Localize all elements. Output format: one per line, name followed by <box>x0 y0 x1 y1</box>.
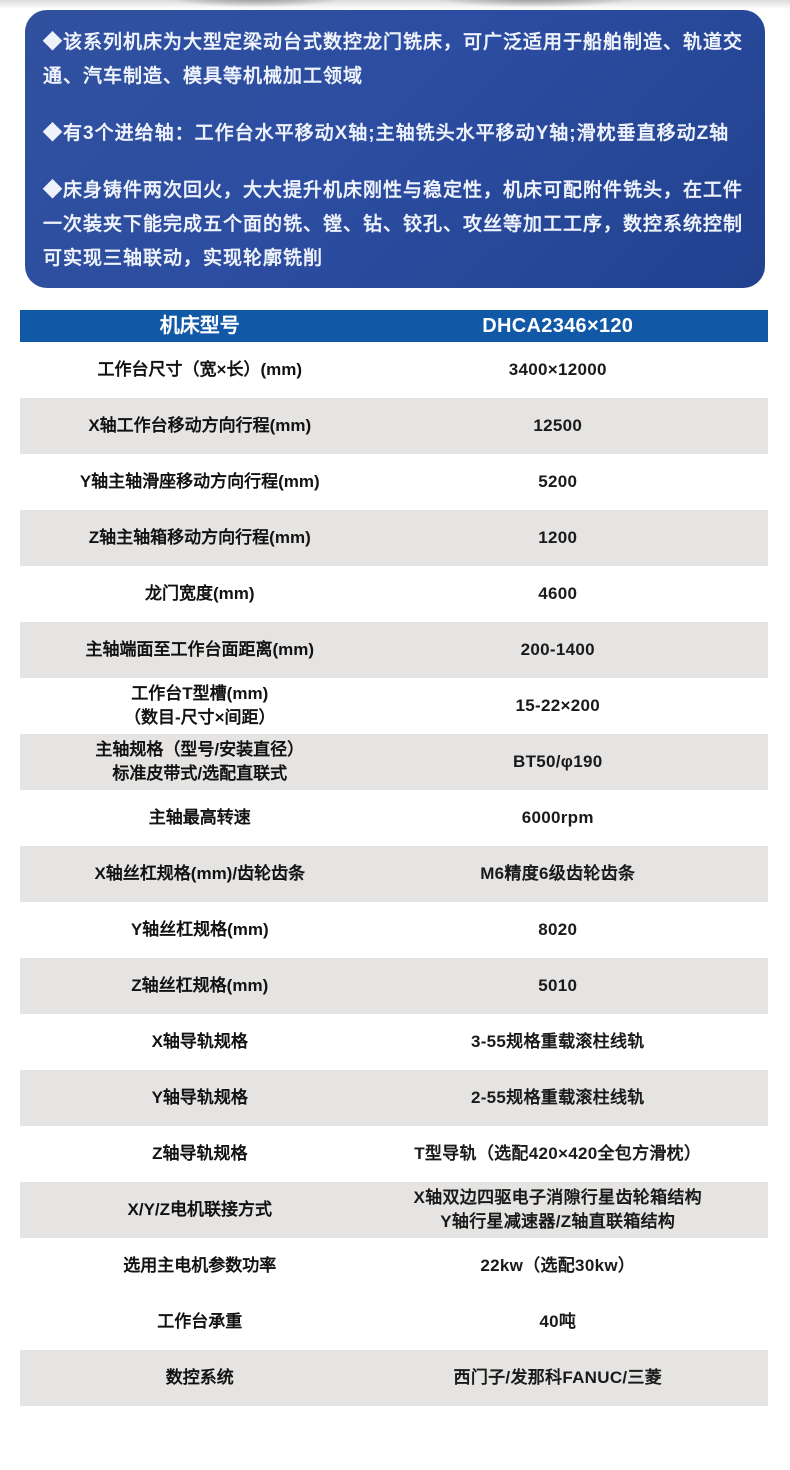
spec-label: 工作台尺寸（宽×长）(mm) <box>97 360 303 379</box>
spec-label: X轴丝杠规格(mm)/齿轮齿条 <box>94 864 306 883</box>
spec-value: 8020 <box>538 920 578 939</box>
spec-label: Y轴主轴滑座移动方向行程(mm) <box>79 472 320 491</box>
spec-row: 工作台尺寸（宽×长）(mm) 3400×12000 <box>20 342 768 398</box>
spec-value: BT50/φ190 <box>513 752 603 771</box>
spec-row: X轴工作台移动方向行程(mm) 12500 <box>20 398 768 454</box>
spec-value: 6000rpm <box>521 808 594 827</box>
spec-value: 5200 <box>538 472 578 491</box>
spec-value: 22kw（选配30kw） <box>480 1256 636 1275</box>
spec-row: Z轴主轴箱移动方向行程(mm) 1200 <box>20 510 768 566</box>
spec-row: 主轴规格（型号/安装直径） 标准皮带式/选配直联式 BT50/φ190 <box>20 734 768 790</box>
intro-bullet-1: ◆该系列机床为大型定梁动台式数控龙门铣床，可广泛适用于船舶制造、轨道交 通、汽车… <box>43 32 744 87</box>
spec-value: 40吨 <box>539 1312 577 1331</box>
spec-label: X轴导轨规格 <box>151 1032 248 1051</box>
header-model-value: DHCA2346×120 <box>482 315 634 337</box>
spec-label: X/Y/Z电机联接方式 <box>127 1200 273 1219</box>
spec-label: Y轴导轨规格 <box>151 1088 248 1107</box>
spec-row: X轴导轨规格 3-55规格重载滚柱线轨 <box>20 1014 768 1070</box>
spec-value: M6精度6级齿轮齿条 <box>480 864 636 883</box>
spec-label: 数控系统 <box>165 1368 234 1387</box>
spec-value: 12500 <box>533 416 583 435</box>
spec-label: Z轴主轴箱移动方向行程(mm) <box>88 528 311 547</box>
spec-label: 龙门宽度(mm) <box>144 584 255 603</box>
spec-row: 主轴最高转速 6000rpm <box>20 790 768 846</box>
spec-value: 200-1400 <box>520 640 595 659</box>
intro-bullet-3: ◆床身铸件两次回火，大大提升机床刚性与稳定性，机床可配附件铣头，在工件 一次装夹… <box>43 180 744 269</box>
spec-label: 主轴规格（型号/安装直径） 标准皮带式/选配直联式 <box>95 740 305 783</box>
spec-row: Z轴导轨规格 T型导轨（选配420×420全包方滑枕） <box>20 1126 768 1182</box>
spec-label: 主轴端面至工作台面距离(mm) <box>85 640 315 659</box>
spec-row: Z轴丝杠规格(mm) 5010 <box>20 958 768 1014</box>
spec-row: 数控系统 西门子/发那科FANUC/三菱 <box>20 1350 768 1406</box>
spec-value: 3400×12000 <box>508 360 607 379</box>
spec-value: X轴双边四驱电子消隙行星齿轮箱结构 Y轴行星减速器/Z轴直联箱结构 <box>413 1188 702 1231</box>
spec-label: Y轴丝杠规格(mm) <box>130 920 269 939</box>
spec-label: 选用主电机参数功率 <box>123 1256 277 1275</box>
spec-value: 4600 <box>538 584 578 603</box>
spec-label: Z轴导轨规格 <box>152 1144 248 1163</box>
spec-table-header: 机床型号 DHCA2346×120 <box>20 310 768 342</box>
spec-value: 1200 <box>538 528 578 547</box>
spec-row: 选用主电机参数功率 22kw（选配30kw） <box>20 1238 768 1294</box>
spec-value: 3-55规格重载滚柱线轨 <box>470 1032 645 1051</box>
spec-label: 工作台承重 <box>157 1312 243 1331</box>
spec-table: 机床型号 DHCA2346×120 工作台尺寸（宽×长）(mm) 3400×12… <box>20 310 768 1406</box>
spec-row: Y轴丝杠规格(mm) 8020 <box>20 902 768 958</box>
spec-row: Y轴主轴滑座移动方向行程(mm) 5200 <box>20 454 768 510</box>
spec-value: 5010 <box>538 976 578 995</box>
spec-value: 2-55规格重载滚柱线轨 <box>470 1088 645 1107</box>
spec-row: X轴丝杠规格(mm)/齿轮齿条 M6精度6级齿轮齿条 <box>20 846 768 902</box>
spec-value: T型导轨（选配420×420全包方滑枕） <box>414 1144 702 1163</box>
header-model-label: 机床型号 <box>159 315 240 337</box>
spec-row: 工作台承重 40吨 <box>20 1294 768 1350</box>
spec-row: 工作台T型槽(mm) （数目-尺寸×间距） 15-22×200 <box>20 678 768 734</box>
spec-label: 工作台T型槽(mm) （数目-尺寸×间距） <box>123 684 276 727</box>
intro-bullet-2: ◆有3个进给轴：工作台水平移动X轴;主轴铣头水平移动Y轴;滑枕垂直移动Z轴 <box>43 123 730 144</box>
spec-row: 龙门宽度(mm) 4600 <box>20 566 768 622</box>
spec-value: 15-22×200 <box>515 696 600 715</box>
top-shadow-decoration <box>0 0 790 10</box>
intro-card: ◆该系列机床为大型定梁动台式数控龙门铣床，可广泛适用于船舶制造、轨道交 通、汽车… <box>25 10 765 288</box>
spec-value: 西门子/发那科FANUC/三菱 <box>453 1368 663 1387</box>
spec-row: 主轴端面至工作台面距离(mm) 200-1400 <box>20 622 768 678</box>
spec-row: Y轴导轨规格 2-55规格重载滚柱线轨 <box>20 1070 768 1126</box>
spec-label: X轴工作台移动方向行程(mm) <box>88 416 312 435</box>
spec-row: X/Y/Z电机联接方式 X轴双边四驱电子消隙行星齿轮箱结构 Y轴行星减速器/Z轴… <box>20 1182 768 1238</box>
spec-label: 主轴最高转速 <box>148 808 251 827</box>
spec-label: Z轴丝杠规格(mm) <box>131 976 269 995</box>
